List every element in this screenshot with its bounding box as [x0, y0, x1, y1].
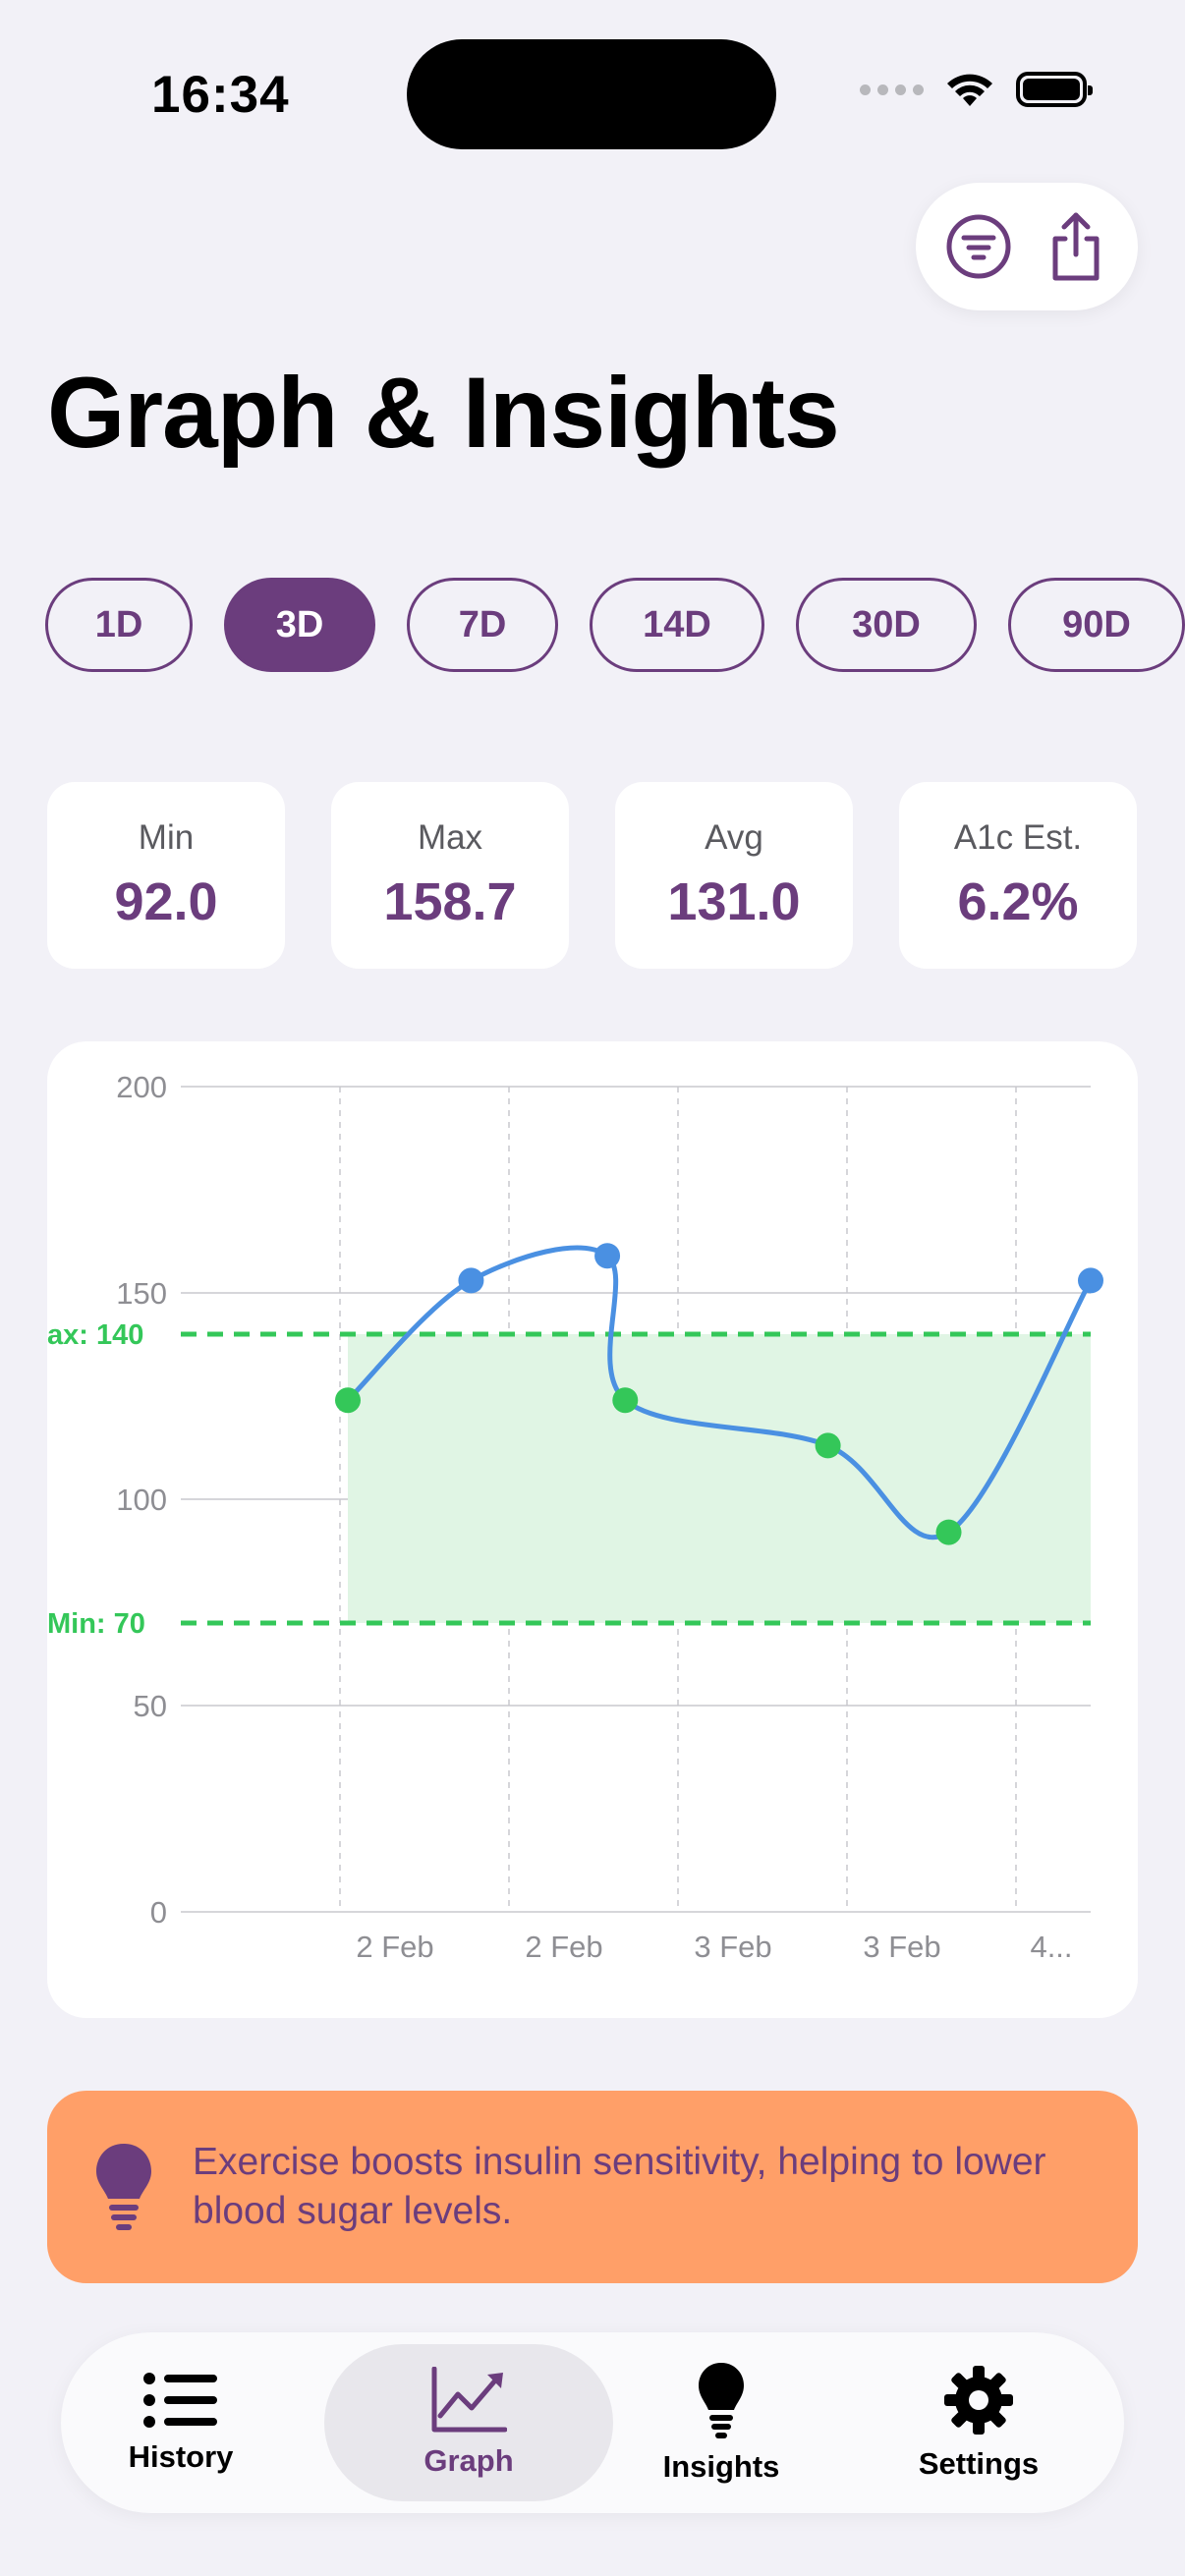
stat-label: Min — [138, 818, 195, 857]
glucose-chart-card: 200 150 100 50 0 ax: 140 Min: 70 2 Feb 2 Feb 3 Fe… — [47, 1041, 1138, 2018]
range-7d[interactable]: 7D — [407, 578, 558, 672]
glucose-chart[interactable]: 200 150 100 50 0 ax: 140 Min: 70 2 Feb 2 Feb 3 Fe… — [47, 1041, 1138, 2018]
x-tick-label: 3 Feb — [863, 1930, 940, 1964]
status-icons — [860, 71, 1093, 108]
stat-value: 131.0 — [667, 872, 801, 931]
stat-max: Max 158.7 — [331, 782, 569, 969]
tip-text: Exercise boosts insulin sensitivity, hel… — [193, 2141, 1046, 2232]
data-point — [815, 1432, 841, 1459]
dynamic-island — [407, 39, 776, 149]
data-point — [1078, 1267, 1103, 1294]
target-range-band — [348, 1334, 1091, 1623]
data-point — [458, 1267, 484, 1294]
insight-tip: Exercise boosts insulin sensitivity, hel… — [47, 2091, 1138, 2283]
battery-icon — [1016, 72, 1093, 107]
target-max-label: ax: 140 — [47, 1319, 143, 1351]
lightbulb-icon — [699, 2363, 744, 2438]
range-3d[interactable]: 3D — [224, 578, 375, 672]
tab-history[interactable]: History — [75, 2344, 287, 2501]
x-tick-label: 4... — [1030, 1930, 1072, 1964]
wifi-icon — [947, 74, 992, 106]
tab-graph[interactable]: Graph — [324, 2344, 613, 2501]
header-actions — [916, 183, 1138, 310]
y-tick-label: 200 — [116, 1070, 167, 1104]
lightbulb-icon — [96, 2144, 151, 2230]
stat-value: 6.2% — [957, 872, 1079, 931]
stat-avg: Avg 131.0 — [615, 782, 853, 969]
range-14d[interactable]: 14D — [590, 578, 764, 672]
y-tick-label: 50 — [134, 1689, 167, 1723]
tab-label: History — [128, 2439, 234, 2474]
x-tick-label: 3 Feb — [694, 1930, 771, 1964]
page-title: Graph & Insights — [47, 357, 840, 469]
stat-label: Avg — [705, 818, 763, 857]
tab-label: Graph — [423, 2443, 514, 2478]
tab-insights[interactable]: Insights — [615, 2344, 827, 2501]
stat-value: 92.0 — [114, 872, 218, 931]
gear-icon — [944, 2366, 1013, 2435]
range-1d[interactable]: 1D — [45, 578, 193, 672]
data-point — [935, 1519, 962, 1545]
stat-min: Min 92.0 — [47, 782, 285, 969]
data-point — [594, 1243, 621, 1269]
tab-label: Settings — [918, 2446, 1040, 2481]
tab-label: Insights — [662, 2449, 780, 2484]
data-point — [612, 1387, 639, 1414]
data-point — [335, 1387, 361, 1414]
stat-label: A1c Est. — [953, 818, 1083, 857]
signal-icon — [860, 84, 924, 95]
share-icon[interactable] — [1039, 209, 1113, 284]
tab-settings[interactable]: Settings — [863, 2344, 1095, 2501]
x-tick-label: 2 Feb — [356, 1930, 433, 1964]
y-tick-label: 0 — [150, 1895, 167, 1930]
range-selector: 1D 3D 7D 14D 30D 90D — [45, 578, 1185, 672]
stat-label: Max — [417, 818, 483, 857]
status-time: 16:34 — [151, 66, 290, 124]
range-30d[interactable]: 30D — [796, 578, 977, 672]
y-tick-label: 150 — [116, 1276, 167, 1311]
range-90d[interactable]: 90D — [1008, 578, 1185, 672]
x-tick-label: 2 Feb — [525, 1930, 602, 1964]
y-tick-label: 100 — [116, 1483, 167, 1517]
stat-value: 158.7 — [383, 872, 517, 931]
filter-icon[interactable] — [941, 209, 1016, 284]
target-min-label: Min: 70 — [47, 1608, 145, 1640]
tab-bar: History Graph Insights — [61, 2332, 1124, 2513]
list-icon — [143, 2373, 217, 2428]
stat-a1c: A1c Est. 6.2% — [899, 782, 1137, 969]
stats-row: Min 92.0 Max 158.7 Avg 131.0 A1c Est. 6.… — [47, 782, 1137, 969]
chart-icon — [431, 2367, 507, 2433]
